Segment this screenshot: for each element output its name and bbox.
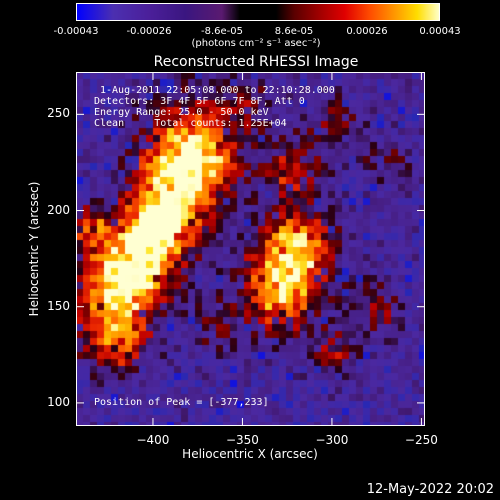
heatmap-image	[76, 72, 425, 426]
annotation-time: 1-Aug-2011 22:05:08.000 to 22:10:28.000	[100, 85, 335, 96]
colorbar-tick: 8.6e-05	[274, 26, 314, 37]
y-tick-label: 100	[47, 394, 70, 409]
x-tick-label: −400	[136, 433, 170, 447]
annotation-energy: Energy Range: 25.0 - 50.0 keV	[94, 107, 269, 118]
annotation-peak: Position of Peak = [-377,233]	[94, 397, 269, 408]
x-tick-label: −350	[225, 433, 259, 447]
timestamp: 12-May-2022 20:02	[366, 482, 494, 497]
chart-title: Reconstructed RHESSI Image	[153, 54, 359, 70]
y-tick-label: 200	[47, 202, 70, 217]
colorbar-tick: 0.00043	[419, 26, 461, 37]
colorbar-unit-label: (photons cm⁻² s⁻¹ asec⁻²)	[191, 38, 321, 49]
y-tick-label: 250	[47, 106, 70, 121]
colorbar-tick: -8.6e-05	[201, 26, 243, 37]
y-tick-label: 150	[47, 298, 70, 313]
colorbar	[76, 3, 440, 21]
x-tick-label: −250	[404, 433, 438, 447]
annotation-clean: Clean Total counts: 1.25E+04	[94, 118, 287, 129]
annotation-detectors: Detectors: 3F 4F 5F 6F 7F 8F, Att 0	[94, 96, 305, 107]
colorbar-tick: 0.00026	[346, 26, 388, 37]
x-axis-label: Heliocentric X (arcsec)	[182, 447, 318, 461]
x-tick-label: −300	[315, 433, 349, 447]
colorbar-tick: -0.00026	[126, 26, 172, 37]
colorbar-tick: -0.00043	[53, 26, 99, 37]
